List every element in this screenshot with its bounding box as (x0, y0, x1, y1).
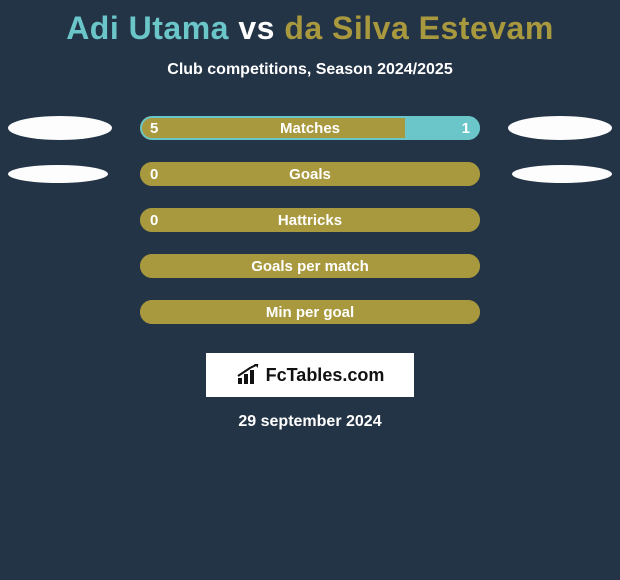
comparison-rows: 51Matches 0Goals 0Hattricks Goals per match… (0, 105, 620, 335)
stat-row: Min per goal (0, 289, 620, 335)
subtitle: Club competitions, Season 2024/2025 (0, 61, 620, 79)
title-vs: vs (229, 10, 284, 46)
stat-label: Goals (140, 162, 480, 186)
title-player1: Adi Utama (66, 10, 229, 46)
stat-row: Goals per match (0, 243, 620, 289)
stat-label: Matches (140, 116, 480, 140)
title-player2: da Silva Estevam (284, 10, 553, 46)
stat-bar: Goals per match (140, 254, 480, 278)
datestamp: 29 september 2024 (0, 413, 620, 431)
player1-ellipse (8, 116, 112, 140)
player1-ellipse (8, 165, 108, 183)
stat-bar: 0Goals (140, 162, 480, 186)
stat-bar: 51Matches (140, 116, 480, 140)
player2-ellipse (508, 116, 612, 140)
stat-label: Min per goal (140, 300, 480, 324)
stat-bar: Min per goal (140, 300, 480, 324)
player2-ellipse (512, 165, 612, 183)
stat-row: 51Matches (0, 105, 620, 151)
stat-row: 0Hattricks (0, 197, 620, 243)
stat-label: Goals per match (140, 254, 480, 278)
brand-box: FcTables.com (206, 353, 414, 397)
stat-row: 0Goals (0, 151, 620, 197)
bar-chart-icon (236, 364, 262, 386)
page-title: Adi Utama vs da Silva Estevam (0, 0, 620, 47)
stat-bar: 0Hattricks (140, 208, 480, 232)
brand-text: FcTables.com (266, 365, 385, 386)
stat-label: Hattricks (140, 208, 480, 232)
